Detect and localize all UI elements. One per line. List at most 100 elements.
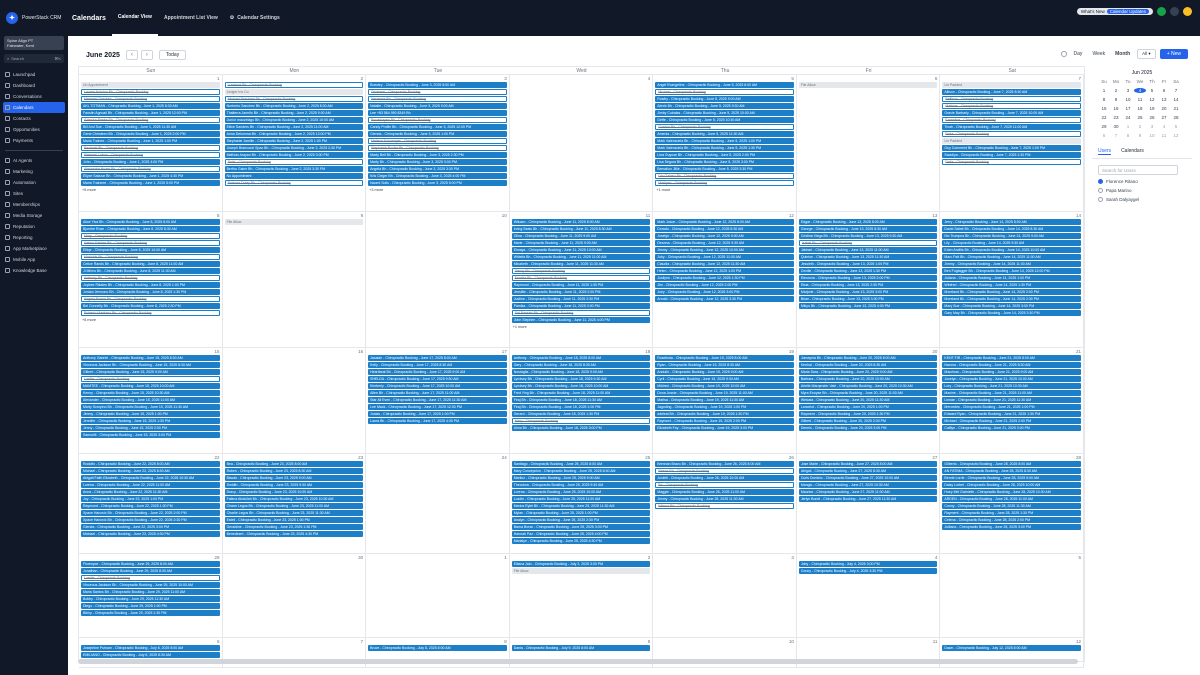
appointment-event[interactable]: Anthony Bh - Chiropractic Booking — [81, 275, 220, 281]
avatar[interactable] — [1183, 7, 1192, 16]
appointment-event[interactable]: Jerry - Chiropractic Booking - June 14, … — [942, 219, 1081, 225]
appointment-event[interactable]: Lunsford Bh - Chiropractic Booking — [224, 82, 364, 88]
appointment-event[interactable]: Bertha Gaine Bh - Chiropractic Booking -… — [224, 166, 364, 172]
appointment-event[interactable]: Lee +83 564 950 8349 Bh — [368, 110, 507, 116]
sidebar-item-sites[interactable]: Sites — [0, 188, 68, 199]
appointment-event[interactable]: Maurice - Chiropractic Booking - June 27… — [798, 489, 938, 495]
appointment-event[interactable]: Edgar - Chiropractic Booking - June 13, … — [798, 219, 938, 225]
mini-day[interactable]: 13 — [1161, 97, 1167, 102]
appointment-event[interactable]: File Allow — [511, 568, 651, 574]
day-cell[interactable]: 19 Roselinda - Chiropractic Booking - Jun… — [653, 348, 797, 454]
day-cell[interactable]: 17 Jasaiah - Chiropractic Booking - June … — [366, 348, 510, 454]
appointment-event[interactable]: Charm Legos Bh - Chiropractic Booking - … — [224, 503, 364, 509]
appointment-event[interactable]: Norberto Sanchez Bh - Chiropractic Booki… — [224, 103, 364, 109]
appointment-event[interactable]: Mathias Arayan Bh - Chiropractic Booking… — [224, 152, 364, 158]
day-cell[interactable]: 3 — [653, 554, 797, 638]
appointment-event[interactable]: Firaj Bh - Chiropractic Booking - June 1… — [511, 397, 651, 403]
day-cell[interactable]: 20 Jomaynia Bh - Chiropractic Booking - J… — [796, 348, 941, 454]
appointment-event[interactable]: Jimby Cubalas - Chiropractic Booking - J… — [655, 110, 794, 116]
day-cell[interactable]: 15 Anthony Gabriel - Chiropractic Booking… — [79, 348, 223, 454]
appointment-event[interactable]: Charlie Legos Bh - Chiropractic Booking … — [224, 510, 364, 516]
mini-day[interactable]: 2 — [1138, 124, 1142, 129]
new-appointment-button[interactable]: + New — [1159, 49, 1188, 59]
account-switcher[interactable]: Spine Align PT Fairwater, Kent — [4, 36, 64, 50]
view-week-button[interactable]: Week — [1092, 51, 1106, 57]
appointment-event[interactable]: Swadiya - Chiropractic Booking - June 7,… — [942, 152, 1081, 158]
appointment-event[interactable]: Roselinda - Chiropractic Booking - June … — [655, 355, 794, 361]
sidebar-item-opportunities[interactable]: Opportunities — [0, 124, 68, 135]
appointment-event[interactable]: Kenhal - Chiropractic Booking - June 20,… — [798, 362, 938, 368]
appointment-event[interactable]: Raymond - Chiropractic Booking - June 11… — [511, 282, 651, 288]
appointment-event[interactable]: Josilynn - Chiropractic Booking - June 1… — [655, 275, 794, 281]
appointment-event[interactable]: Bea - Chiropractic Booking - June 23, 20… — [224, 461, 364, 467]
mini-day[interactable]: 1 — [1102, 88, 1106, 93]
appointment-event[interactable]: Nanora - Chiropractic Booking - June 21,… — [942, 362, 1081, 368]
appointment-event[interactable]: Jagoding - Chiropractic Booking - June 1… — [655, 404, 794, 410]
appointment-event[interactable]: Lauren Holston Bh - Chiropractic Booking — [81, 89, 220, 95]
mini-day[interactable]: 12 — [1149, 97, 1155, 102]
appointment-event[interactable]: Angela Bh - Chiropractic Booking - June … — [368, 166, 507, 172]
appointment-event[interactable]: Faustin Agnoail Bh - Chiropractic Bookin… — [81, 110, 220, 116]
more-events-link[interactable]: +1 more — [512, 325, 527, 329]
view-day-button[interactable]: Day — [1073, 51, 1083, 57]
appointment-event[interactable]: Dennis - Chiropractic Booking - June 20,… — [798, 425, 938, 431]
day-cell[interactable]: 18 Anthony - Chiropractic Booking - June … — [509, 348, 654, 454]
appointment-event[interactable]: Joseph Brancuzzi Spaz Bh - Chiropractic … — [224, 145, 364, 151]
appointment-event[interactable]: Jessieth - Chiropractic Booking - June 1… — [798, 261, 938, 267]
appointment-event[interactable]: Maria Sara - Chiropractic Booking - June… — [798, 369, 938, 375]
sidebar-item-automation[interactable]: Automation — [0, 177, 68, 188]
mini-day[interactable]: 16 — [1113, 106, 1119, 111]
appointment-event[interactable]: Stephanie Boxter Bh - Chiropractic Booki… — [368, 145, 507, 151]
user-filter-item[interactable]: Sarah Dalyaygel — [1098, 197, 1192, 202]
appointment-event[interactable]: Lily - Chiropractic Booking - June 14, 2… — [942, 240, 1081, 246]
mini-day[interactable]: 2 — [1114, 88, 1118, 93]
day-cell[interactable]: 1 — [366, 554, 510, 638]
appointment-event[interactable]: Jerlyn Bondi - Chiropractic Booking - Ju… — [798, 496, 938, 502]
appointment-event[interactable]: Lina Guyuse Bh - Chiropractic Booking - … — [655, 152, 794, 158]
appointment-event[interactable]: Junior mauzelagu Bh - Chiropractic Booki… — [224, 117, 364, 123]
day-cell[interactable]: 12 Mark Joson - Chiropractic Booking - Ju… — [653, 212, 797, 348]
appointment-event[interactable]: Juliana - Chiropractic Booking - June 14… — [942, 275, 1081, 281]
day-cell[interactable]: 9 Dania - Chiropractic Booking - July 9, … — [509, 638, 654, 668]
appointment-event[interactable]: Estell - Chiropractic Booking - June 23,… — [224, 517, 364, 523]
appointment-event[interactable]: Geraldine - Chiropractic Booking - June … — [224, 524, 364, 530]
day-cell[interactable]: 8 Alice Yiva Bh - Chiropractic Booking - … — [79, 212, 223, 348]
appointment-event[interactable]: Baclavel Bh - Chiropractic Booking — [81, 145, 220, 151]
appointment-event[interactable]: Roberto Martinez Bh - Chiropractic Booki… — [81, 310, 220, 316]
day-cell[interactable]: 4 — [509, 75, 654, 212]
day-cell[interactable]: 7 — [222, 638, 367, 668]
day-cell[interactable]: 28 Gilberto - Chiropractic Booking - June… — [940, 454, 1084, 554]
day-cell[interactable]: 29 Florenyce - Chiropractic Booking - Jun… — [79, 554, 223, 638]
appointment-event[interactable]: Maria Santos Bh - Chiropractic Booking -… — [81, 589, 220, 595]
appointment-event[interactable]: Ernestine - Chiropractic Booking — [942, 117, 1081, 123]
appointment-event[interactable]: Nostaglia - Chiropractic Booking - June … — [511, 369, 651, 375]
appointment-event[interactable]: Deanna - Chiropractic Booking - June 12,… — [655, 240, 794, 246]
sidebar-item-media-storage[interactable]: Media Storage — [0, 210, 68, 221]
appointment-event[interactable]: Caitlyn - Chiropractic Booking - June 21… — [942, 425, 1081, 431]
appointment-event[interactable]: Geroy Bh - Chiropractic Booking — [511, 268, 651, 274]
appointment-event[interactable]: Mary - Chiropractic Booking — [511, 418, 651, 424]
mini-day[interactable]: 11 — [1161, 133, 1167, 138]
appointment-event[interactable]: Elmaya - Chiropractic Booking - June 11,… — [511, 247, 651, 253]
appointment-event[interactable]: Analyn - Chiropractic Booking - June 25,… — [511, 517, 651, 523]
appointment-event[interactable]: Vinceous Jackson Bh - Chiropractic Booki… — [81, 362, 220, 368]
appointment-event[interactable]: Winfred - Chiropractic Booking - June 14… — [942, 282, 1081, 288]
horizontal-scrollbar[interactable] — [78, 659, 1078, 664]
appointment-event[interactable]: Winsor Bh - Chiropractic Booking — [655, 503, 794, 509]
day-cell[interactable]: 6 File Allow — [796, 75, 941, 212]
appointment-event[interactable]: File Allow — [798, 82, 938, 88]
appointment-event[interactable]: Wittelia Bh - Chiropractic Booking - Jun… — [511, 254, 651, 260]
appointment-event[interactable]: Maxwell Chirobes - Chiropractic Booking — [81, 96, 220, 102]
appointment-event[interactable]: Maria Traineee - Chiropractic Booking - … — [81, 180, 220, 186]
appointment-event[interactable]: Jenny - Chiropractic Booking - June 15, … — [81, 425, 220, 431]
day-cell[interactable]: 30 — [222, 554, 367, 638]
today-button[interactable]: Today — [158, 50, 187, 60]
appointment-event[interactable]: Edward Ryan - Chiropractic Booking - Jun… — [942, 411, 1081, 417]
mini-day[interactable]: 15 — [1101, 106, 1107, 111]
appointment-event[interactable]: Celice Rands Bh - Chiropractic Booking -… — [81, 261, 220, 267]
appointment-event[interactable]: Xpace Hanovic Bh - Chiropractic Booking … — [81, 510, 220, 516]
appointment-event[interactable]: Arnold - Chiropractic Booking - June 12,… — [655, 296, 794, 302]
appointment-event[interactable]: Mary Sue - Chiropractic Booking - June 1… — [942, 303, 1081, 309]
mini-day[interactable]: 8 — [1126, 133, 1130, 138]
appointment-event[interactable]: Gordon Bh - Chiropractic Booking — [655, 124, 794, 130]
